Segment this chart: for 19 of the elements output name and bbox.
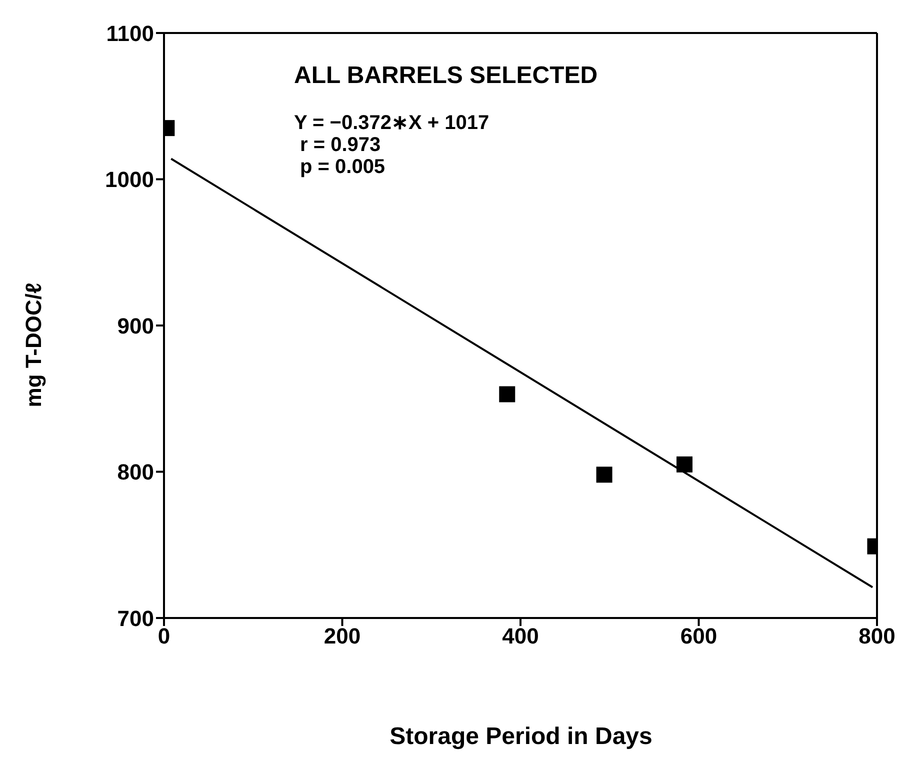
x-axis-title: Storage Period in Days: [388, 723, 654, 751]
y-tick-label: 1000: [105, 167, 154, 192]
x-tick-label: 0: [158, 624, 170, 649]
point: [676, 456, 692, 472]
y-tick-label: 900: [117, 313, 154, 338]
text: ALL BARRELS SELECTED: [294, 62, 598, 90]
annotation: r = 0.973: [299, 134, 382, 156]
annotation: p = 0.005: [299, 156, 386, 178]
point: [596, 466, 612, 483]
x-tick-label: 800: [858, 624, 896, 649]
y-axis-title: mg T-DOC/ℓ: [21, 282, 47, 408]
y-tick-label: 800: [117, 460, 154, 485]
y-tick-label: 1100: [106, 20, 154, 46]
x-tick-label: 200: [324, 624, 361, 649]
x-tick-label: 600: [680, 624, 718, 649]
annotation: Y = −0.372∗X + 1017: [294, 112, 490, 134]
point: [499, 386, 516, 402]
y-tick-label: 700: [117, 606, 154, 631]
x-tick-label: 400: [502, 624, 539, 649]
